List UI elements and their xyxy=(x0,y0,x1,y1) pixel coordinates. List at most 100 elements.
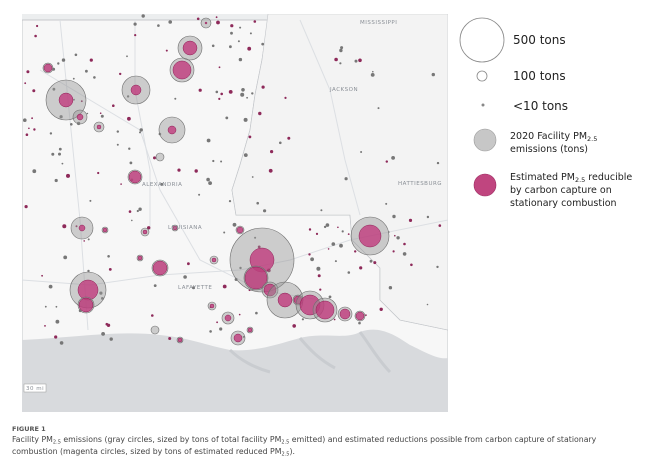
facility-dot xyxy=(211,44,215,48)
facility-dot xyxy=(284,96,287,99)
legend-subscript: 2.5 xyxy=(587,135,597,143)
legend-text: reducible xyxy=(585,172,632,183)
caption-text: Facility PM xyxy=(12,435,53,444)
facility-dot xyxy=(89,199,92,202)
facility-reduction-circle xyxy=(177,337,183,343)
facility-dot xyxy=(28,127,30,130)
facility-dot xyxy=(187,262,190,266)
legend-subscript: 2.5 xyxy=(575,176,585,184)
facility-dot xyxy=(219,327,223,331)
facility-dot xyxy=(436,161,440,165)
facility-emission-circle xyxy=(150,325,160,335)
facility-dot xyxy=(63,255,68,260)
facility-dot xyxy=(403,242,406,246)
legend-label: stationary combustion xyxy=(510,198,617,209)
facility-dot xyxy=(436,265,439,269)
facility-dot xyxy=(340,46,344,50)
facility-dot xyxy=(109,337,113,341)
facility-dot xyxy=(153,156,156,160)
facility-dot xyxy=(51,152,55,156)
legend-label: <10 tons xyxy=(513,99,568,113)
facility-dot xyxy=(93,76,96,79)
facility-dot xyxy=(75,225,78,228)
facility-dot xyxy=(49,132,53,135)
facility-dot xyxy=(310,257,314,262)
map-label: ALEXANDRIA xyxy=(142,182,182,188)
facility-dot xyxy=(325,223,330,227)
legend-size-500 xyxy=(459,17,505,63)
facility-dot xyxy=(385,160,388,163)
facility-dot xyxy=(198,193,201,196)
facility-dot xyxy=(83,240,85,242)
facility-dot xyxy=(237,40,240,43)
facility-dot xyxy=(377,107,380,110)
facility-dot xyxy=(174,97,177,100)
facility-dot xyxy=(25,133,29,136)
facility-dot xyxy=(61,58,66,62)
facility-dot xyxy=(239,26,242,29)
facility-dot xyxy=(254,236,257,239)
scale-bar xyxy=(23,383,47,393)
facility-dot xyxy=(215,16,218,19)
facility-dot xyxy=(72,77,75,80)
caption-subscript: 2.5 xyxy=(281,440,289,446)
facility-reduction-circle xyxy=(236,226,244,234)
facility-dot xyxy=(308,253,311,256)
facility-dot xyxy=(256,201,260,205)
facility-dot xyxy=(243,117,248,122)
facility-dot xyxy=(112,104,115,107)
facility-reduction-circle xyxy=(172,60,192,80)
facility-dot xyxy=(62,224,67,229)
facility-dot xyxy=(320,209,323,212)
facility-dot xyxy=(333,318,336,321)
legend-label: by carbon capture on xyxy=(510,185,612,196)
legend: 500 tons 100 tons <10 tons 2020 Facility… xyxy=(459,17,632,209)
facility-dot xyxy=(116,143,119,146)
facility-dot xyxy=(74,53,78,57)
facility-dot xyxy=(229,45,232,49)
facility-dot xyxy=(57,62,60,65)
facility-dot xyxy=(206,177,210,182)
facility-dot xyxy=(287,136,291,140)
facility-dot xyxy=(316,266,321,271)
facility-dot xyxy=(138,207,142,211)
legend-gray-swatch xyxy=(473,128,497,152)
facility-dot xyxy=(55,319,60,324)
facility-dot xyxy=(194,169,198,173)
facility-dot xyxy=(58,147,62,151)
facility-reduction-circle xyxy=(204,21,208,25)
facility-dot xyxy=(196,17,200,21)
facility-dot xyxy=(36,24,39,28)
facility-dot xyxy=(147,226,151,230)
facility-dot xyxy=(168,337,172,340)
facility-dot xyxy=(41,274,43,277)
facility-dot xyxy=(206,138,211,143)
facility-dot xyxy=(139,128,143,132)
facility-dot xyxy=(31,117,33,120)
facility-dot xyxy=(339,62,342,65)
facility-dot xyxy=(24,82,27,85)
facility-dot xyxy=(392,250,395,253)
facility-dot xyxy=(48,284,53,289)
legend-label: 500 tons xyxy=(513,33,566,47)
facility-dot xyxy=(379,307,383,311)
facility-reduction-circle xyxy=(43,63,53,73)
legend-label: 100 tons xyxy=(513,69,566,83)
legend-size-10 xyxy=(481,103,485,107)
facility-dot xyxy=(101,297,104,300)
caption-line: combustion (magenta circles, sized by to… xyxy=(12,447,295,458)
facility-dot xyxy=(34,34,37,38)
map-label: MISSISSIPPI xyxy=(360,20,397,26)
facility-dot xyxy=(216,321,219,324)
facility-dot xyxy=(61,162,64,165)
facility-dot xyxy=(242,335,245,338)
facility-dot xyxy=(261,42,265,46)
facility-dot xyxy=(153,284,157,287)
facility-reduction-circle xyxy=(244,266,268,290)
facility-dot xyxy=(292,324,297,328)
facility-dot xyxy=(26,70,30,74)
facility-dot xyxy=(370,73,375,77)
facility-dot xyxy=(240,92,245,97)
